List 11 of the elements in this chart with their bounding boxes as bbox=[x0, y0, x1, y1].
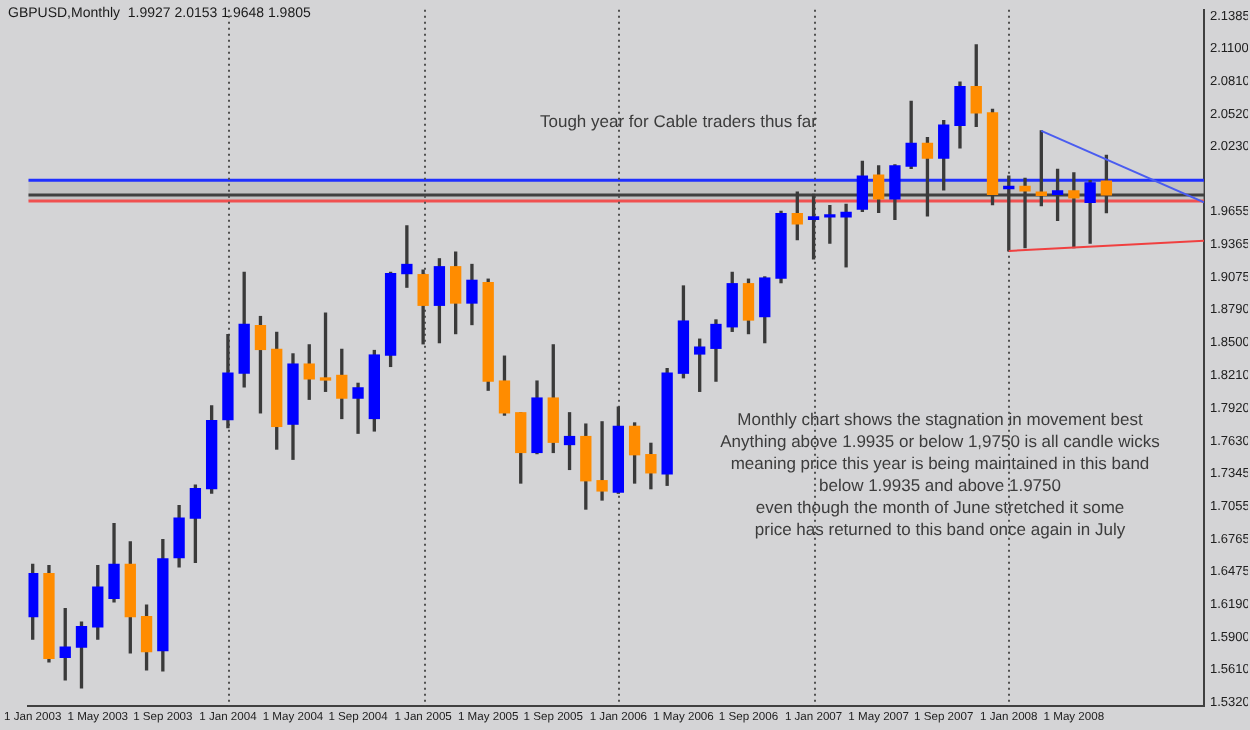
annotation: Monthly chart shows the stagnation in movement best bbox=[737, 409, 1144, 430]
annotation: Anything above 1.9935 or below 1,9750 is all candle wicks bbox=[720, 431, 1160, 452]
annotation: meaning price this year is being maintained in this band bbox=[730, 453, 1150, 474]
candlestick bbox=[401, 225, 413, 288]
candlestick bbox=[596, 421, 608, 501]
annotation: price has returned to this band once again in July bbox=[754, 519, 1127, 540]
candlestick bbox=[352, 382, 364, 434]
annotation: Tough year for Cable traders thus far bbox=[540, 111, 818, 132]
candlestick bbox=[840, 203, 852, 268]
annotation: below 1.9935 and above 1.9750 bbox=[819, 475, 1062, 496]
annotation: even though the month of June stretched it some bbox=[755, 497, 1125, 518]
